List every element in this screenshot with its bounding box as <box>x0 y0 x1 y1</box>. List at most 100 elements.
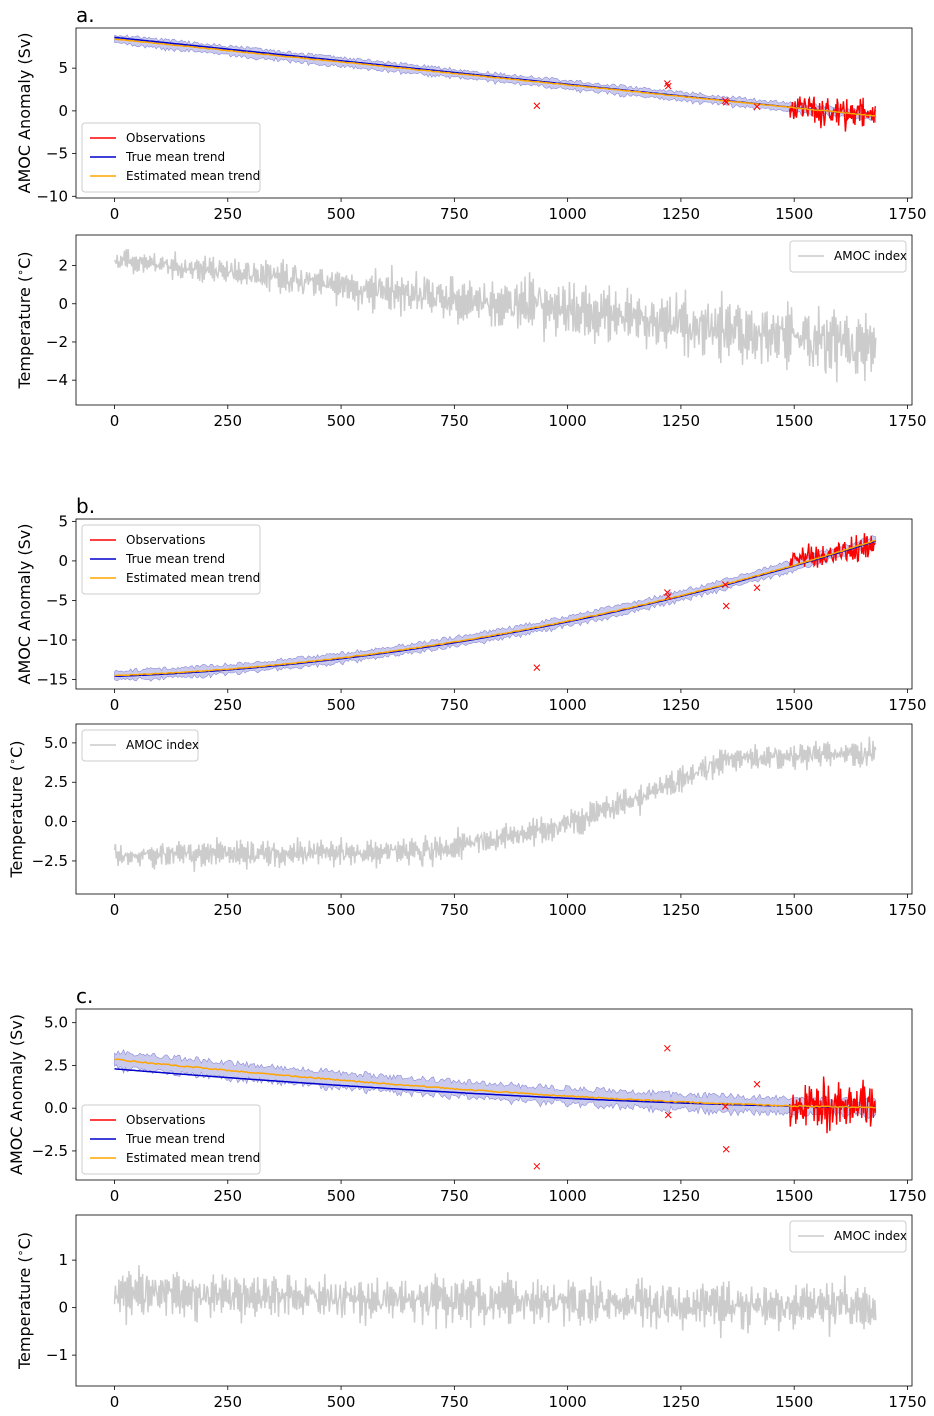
y-tick-label: 5 <box>58 59 68 77</box>
y-tick-label: 1 <box>58 1251 68 1269</box>
estimated-mean-trend-line <box>114 1058 876 1109</box>
y-tick-label: −15 <box>36 671 68 689</box>
y-tick-label: 0 <box>58 295 68 313</box>
x-tick-label: 1750 <box>888 1393 926 1411</box>
x-tick-label: 250 <box>213 901 242 919</box>
legend-entry: Observations <box>126 533 205 547</box>
x-tick-label: 1500 <box>775 1187 813 1205</box>
y-tick-label: 5 <box>58 512 68 530</box>
sparse-observation-marker <box>753 1080 761 1088</box>
uncertainty-band <box>114 34 877 124</box>
sparse-observation-marker <box>753 103 761 110</box>
x-tick-label: 1000 <box>549 696 587 714</box>
y-axis-label: Temperature (∘C) <box>6 741 26 879</box>
sparse-observation-marker <box>753 584 761 592</box>
legend-box <box>789 1220 907 1253</box>
legend: AMOC index <box>789 240 907 273</box>
observations-line <box>789 95 876 132</box>
x-tick-label: 1250 <box>662 901 700 919</box>
legend-box <box>81 1104 261 1175</box>
y-tick-label: 0.0 <box>44 813 68 831</box>
true-mean-trend-line <box>114 1068 876 1109</box>
y-axis-label: AMOC Anomaly (Sv) <box>15 33 34 194</box>
legend-entry: True mean trend <box>125 150 225 164</box>
plot-area <box>113 736 877 872</box>
sparse-observation-marker <box>664 593 672 600</box>
x-tick-label: 250 <box>213 1393 242 1411</box>
x-tick-label: 1750 <box>888 696 926 714</box>
x-tick-label: 1500 <box>775 901 813 919</box>
plot-area <box>114 1044 877 1170</box>
y-tick-label: −2 <box>46 333 68 351</box>
axes-frame <box>75 1008 913 1181</box>
uncertainty-band <box>114 1048 877 1119</box>
x-tick-label: 1000 <box>549 901 587 919</box>
x-tick-label: 0 <box>110 205 120 223</box>
x-tick-label: 1500 <box>775 412 813 430</box>
y-axis-label: Temperature (∘C) <box>14 252 34 390</box>
panel-label: c. <box>76 984 93 1008</box>
legend-entry: Observations <box>126 131 205 145</box>
x-tick-label: 750 <box>440 901 469 919</box>
legend-box <box>81 524 261 595</box>
sparse-observation-marker <box>722 1145 730 1153</box>
y-tick-label: −10 <box>36 631 68 649</box>
y-tick-label: 5.0 <box>44 734 68 752</box>
x-tick-label: 0 <box>110 1187 120 1205</box>
x-tick-label: 500 <box>327 412 356 430</box>
legend-entry: AMOC index <box>126 738 199 752</box>
x-tick-label: 1750 <box>888 1187 926 1205</box>
x-tick-label: 1250 <box>662 696 700 714</box>
x-tick-label: 500 <box>327 1393 356 1411</box>
estimated-mean-trend-line <box>114 38 876 117</box>
panel-label: b. <box>76 494 95 518</box>
sparse-observation-marker <box>721 97 729 104</box>
plot-area <box>113 248 877 383</box>
y-tick-label: 0.0 <box>44 1099 68 1117</box>
x-tick-label: 1500 <box>775 205 813 223</box>
x-tick-label: 1000 <box>549 1187 587 1205</box>
x-tick-label: 500 <box>327 696 356 714</box>
x-tick-label: 0 <box>110 901 120 919</box>
panel-a-temperature: 0 250 500 750 1000 1250 1500 1750 −4 −2 0 2 Temperat… <box>14 234 927 430</box>
x-tick-label: 750 <box>440 205 469 223</box>
y-axis-label: Temperature (∘C) <box>14 1232 34 1370</box>
observations-line <box>789 1076 876 1134</box>
amoc-index-line <box>113 1265 877 1339</box>
sparse-observation-marker <box>664 82 672 90</box>
legend-entry: True mean trend <box>125 1132 225 1146</box>
y-tick-label: 2 <box>58 257 68 275</box>
sparse-observation-marker <box>664 1111 672 1119</box>
x-tick-label: 1500 <box>775 696 813 714</box>
legend: Observations True mean trend Estimated mea… <box>81 122 261 193</box>
panel-c-temperature: 0 250 500 750 1000 1250 1500 1750 −1 0 1 Temperatur… <box>14 1214 927 1411</box>
x-tick-label: 1250 <box>662 1393 700 1411</box>
axes-frame <box>75 1214 913 1387</box>
sparse-observation-marker <box>533 1162 541 1170</box>
y-tick-label: −1 <box>46 1346 68 1364</box>
sparse-observation-marker <box>721 581 729 588</box>
x-tick-label: 1250 <box>662 205 700 223</box>
x-tick-label: 1000 <box>549 205 587 223</box>
x-tick-label: 1750 <box>888 205 926 223</box>
y-tick-label: 0 <box>58 1299 68 1317</box>
x-tick-label: 500 <box>327 205 356 223</box>
x-tick-label: 750 <box>440 1393 469 1411</box>
plot-area <box>114 533 877 682</box>
legend-entry: Estimated mean trend <box>126 1151 260 1165</box>
y-tick-label: 0 <box>58 102 68 120</box>
uncertainty-band <box>114 535 877 682</box>
amoc-index-line <box>113 736 877 872</box>
x-tick-label: 250 <box>213 696 242 714</box>
x-tick-label: 500 <box>327 1187 356 1205</box>
plot-area <box>113 1265 877 1339</box>
y-tick-label: −2.5 <box>32 852 68 870</box>
legend: AMOC index <box>81 729 199 762</box>
x-tick-label: 250 <box>213 412 242 430</box>
estimated-mean-trend-line <box>114 539 876 677</box>
y-tick-label: −10 <box>36 187 68 205</box>
y-tick-label: 5.0 <box>44 1014 68 1032</box>
legend: Observations True mean trend Estimated mea… <box>81 524 261 595</box>
panel-a-anomaly: 0 250 500 750 1000 1250 1500 1750 −10 −5 0 5 AMOC An… <box>15 3 927 223</box>
